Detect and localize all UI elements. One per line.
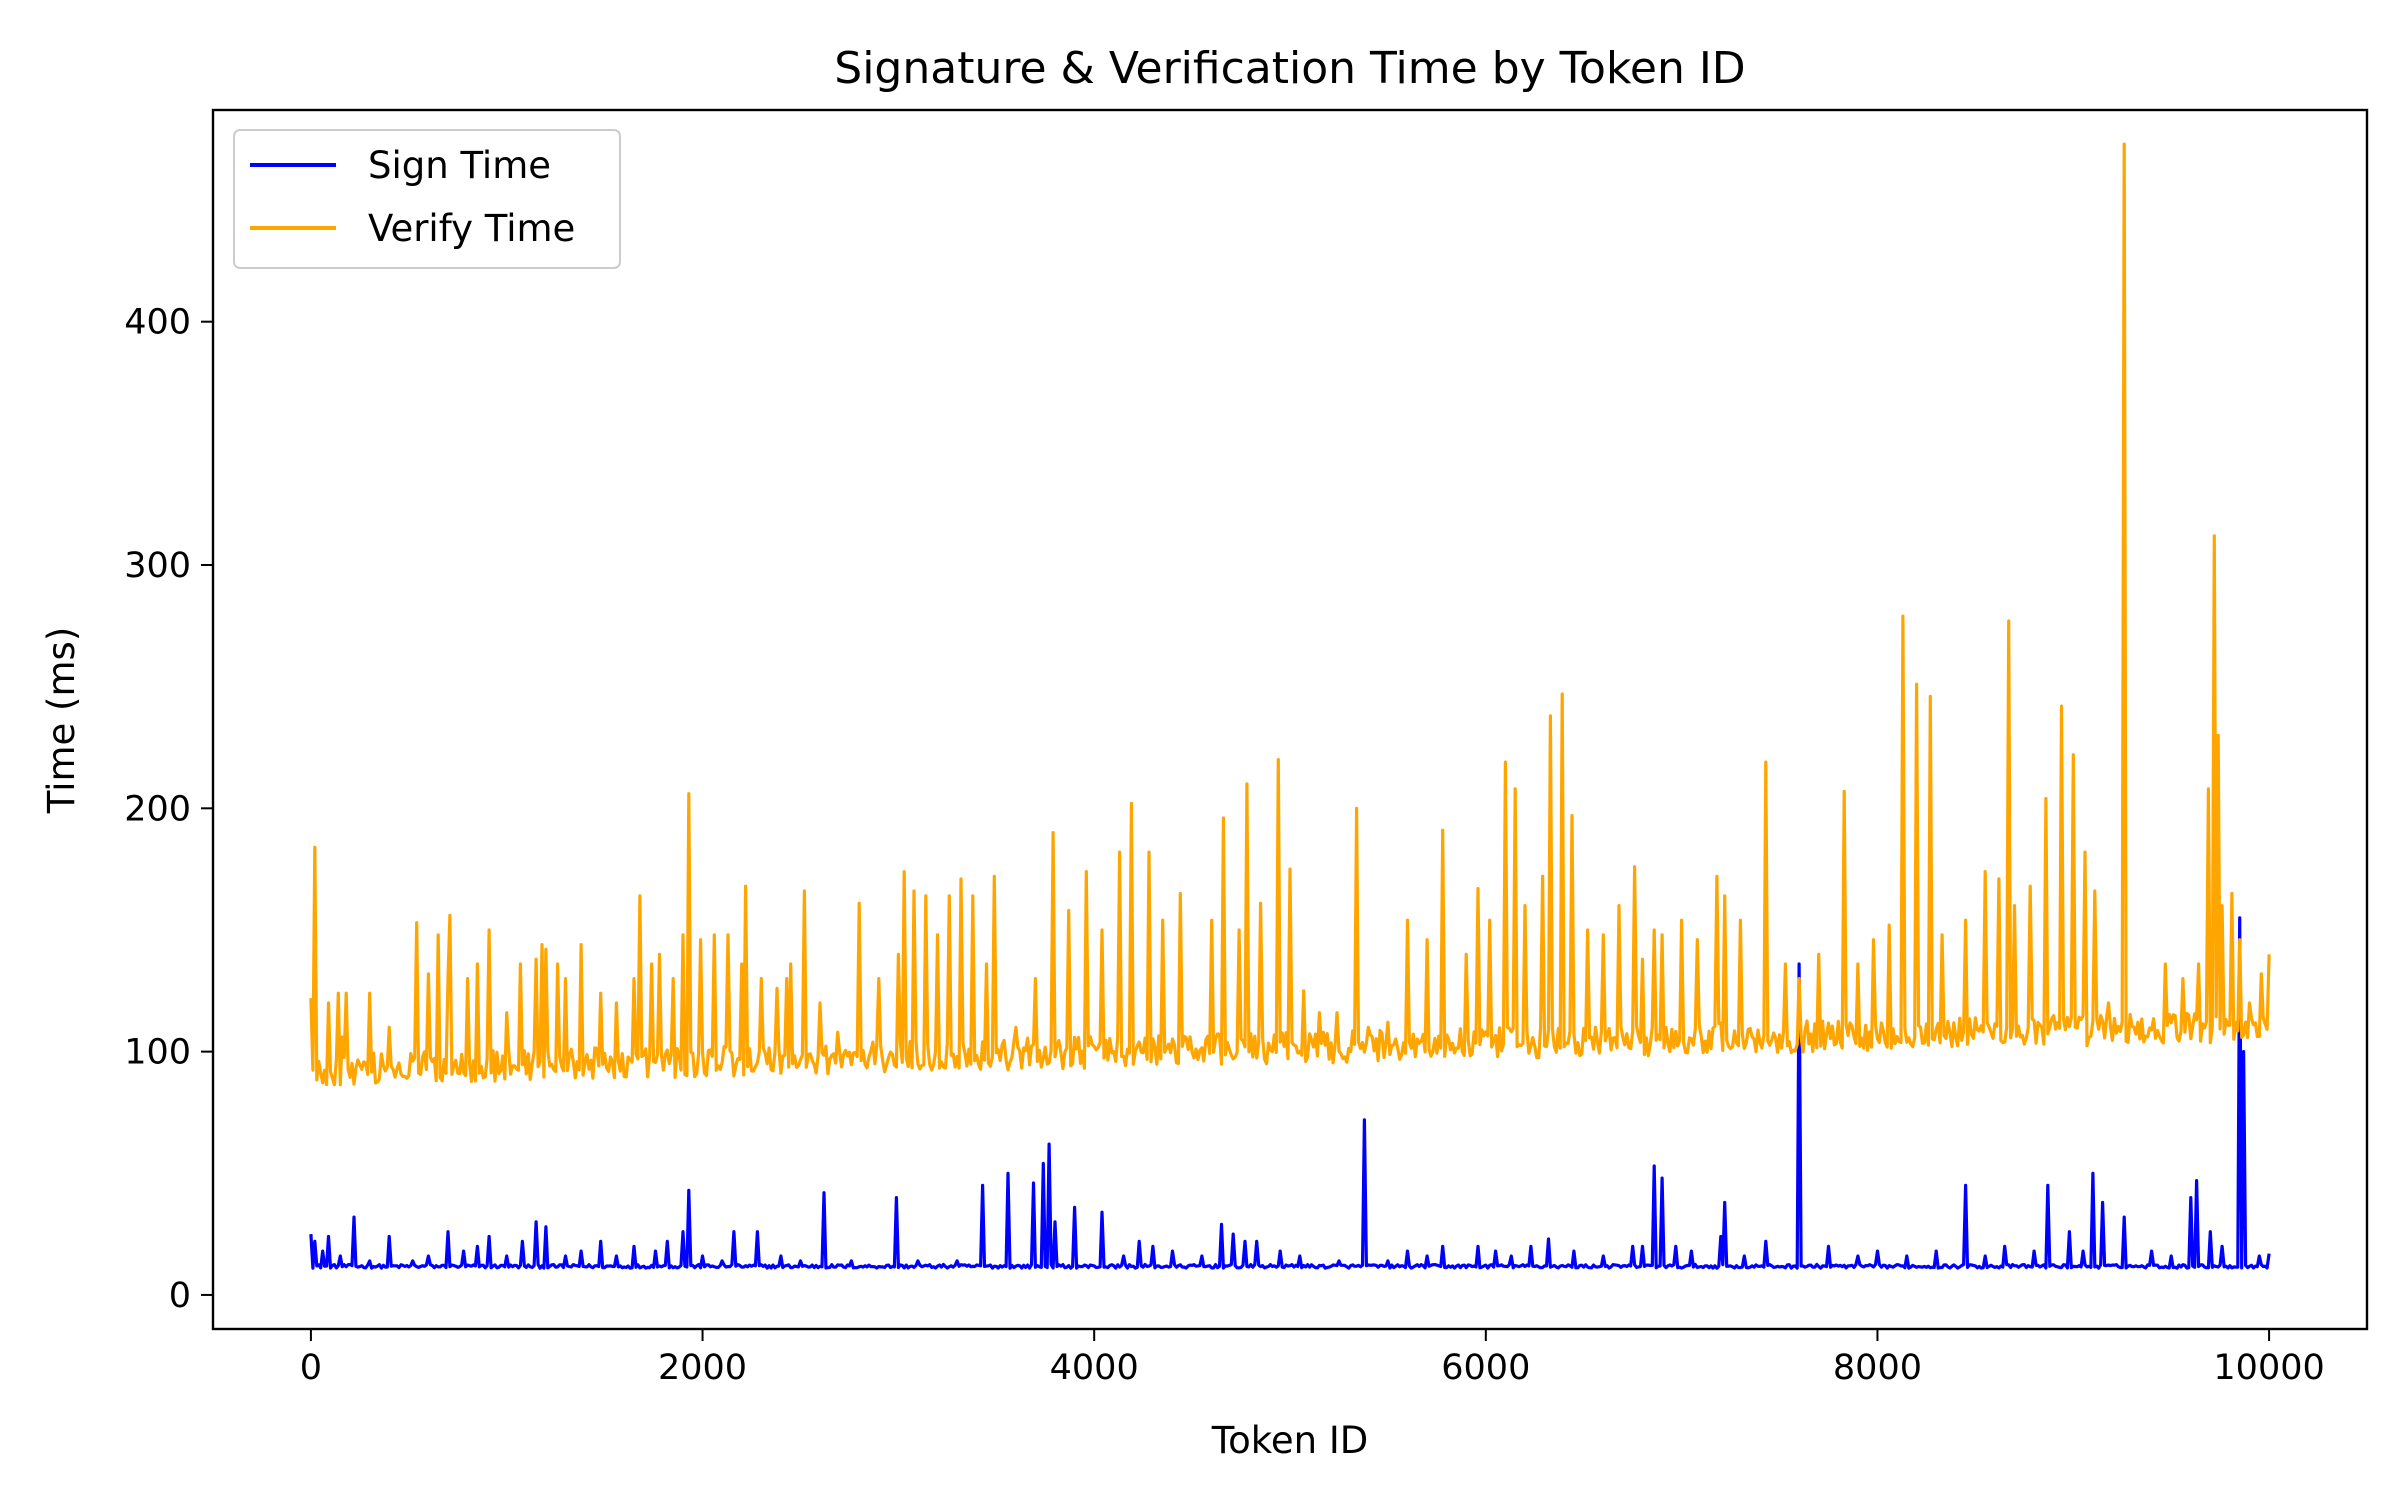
- y-tick-label: 400: [124, 303, 191, 343]
- y-tick-label: 0: [169, 1276, 191, 1316]
- series-line-verify-time: [309, 142, 2271, 1087]
- plot-background: [213, 110, 2367, 1329]
- legend-label-sign-time: Sign Time: [368, 144, 551, 187]
- x-tick-label: 2000: [658, 1348, 747, 1388]
- chart-title: Signature & Verification Time by Token I…: [834, 43, 1745, 94]
- y-axis-ticks: 0 100 200 300 400: [124, 303, 213, 1316]
- legend-label-verify-time: Verify Time: [368, 207, 575, 250]
- series-line-sign-time: [309, 916, 2271, 1270]
- series-layer: [309, 142, 2271, 1270]
- x-tick-label: 0: [300, 1348, 322, 1388]
- y-axis-label: Time (ms): [40, 627, 83, 815]
- x-tick-label: 8000: [1833, 1348, 1922, 1388]
- plot-area: [211, 108, 2369, 1331]
- x-tick-label: 6000: [1441, 1348, 1530, 1388]
- y-tick-label: 300: [124, 546, 191, 586]
- x-tick-label: 10000: [2213, 1348, 2324, 1388]
- x-axis-ticks: 0 2000 4000 6000 8000 10000: [300, 1329, 2325, 1388]
- x-axis-label: Token ID: [1211, 1419, 1368, 1462]
- y-tick-label: 200: [124, 789, 191, 829]
- legend: Sign Time Verify Time: [233, 129, 621, 269]
- y-tick-label: 100: [124, 1033, 191, 1073]
- x-tick-label: 4000: [1050, 1348, 1139, 1388]
- plot-frame: [211, 108, 2369, 1331]
